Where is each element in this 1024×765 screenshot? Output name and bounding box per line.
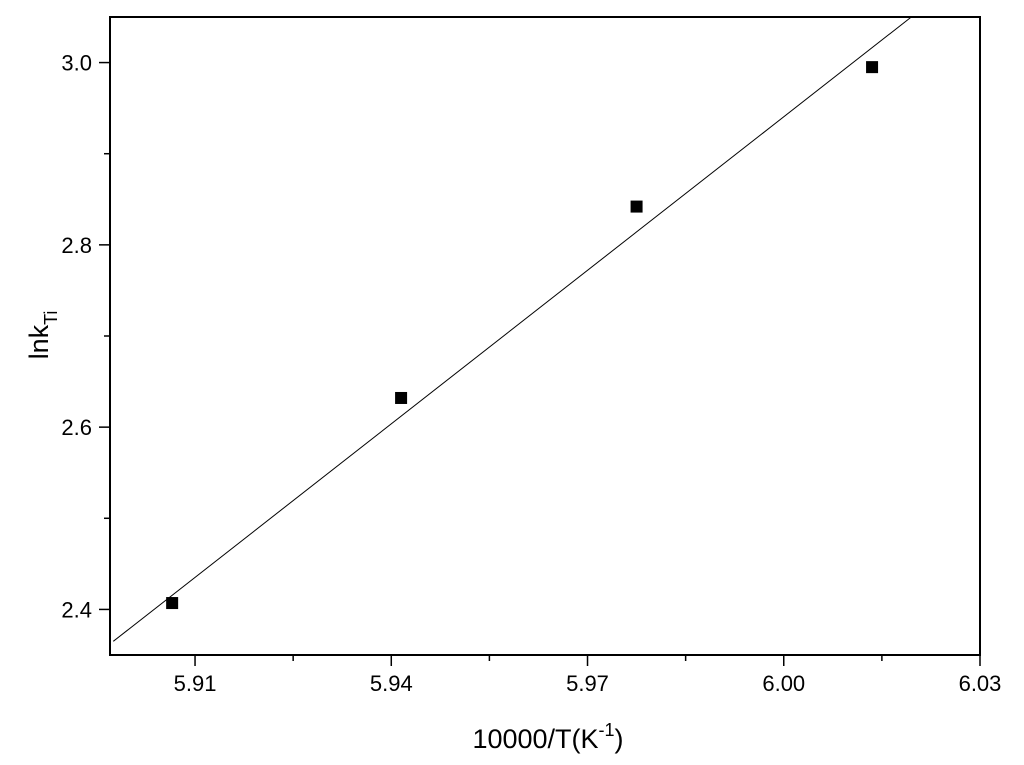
data-point	[866, 61, 879, 74]
x-axis-title-end: )	[615, 724, 624, 754]
y-tick-label: 3.0	[61, 51, 92, 76]
x-tick-label: 5.97	[566, 671, 609, 696]
x-axis-title: 10000/T(K-1)	[472, 720, 623, 754]
fit-line-layer	[112, 16, 912, 642]
y-tick-label: 2.6	[61, 415, 92, 440]
y-axis-title: lnkTi	[24, 311, 61, 360]
data-point	[630, 200, 643, 213]
y-axis-title-main: lnk	[24, 324, 54, 359]
data-points	[166, 61, 879, 610]
x-axis-title-main: 10000/T(K	[472, 724, 598, 754]
fit-line	[112, 16, 912, 642]
data-point	[395, 391, 408, 404]
x-tick-label: 6.03	[959, 671, 1002, 696]
x-axis: 5.91 5.94 5.97 6.00 6.03	[174, 655, 1002, 696]
x-tick-label: 5.94	[370, 671, 413, 696]
x-tick-label: 5.91	[174, 671, 217, 696]
y-tick-label: 2.8	[61, 233, 92, 258]
data-point	[166, 597, 179, 610]
x-tick-label: 6.00	[762, 671, 805, 696]
y-axis: 2.4 2.6 2.8 3.0	[61, 51, 110, 622]
x-axis-title-sup: -1	[599, 720, 615, 740]
y-axis-title-sub: Ti	[41, 311, 61, 325]
y-tick-label: 2.4	[61, 597, 92, 622]
